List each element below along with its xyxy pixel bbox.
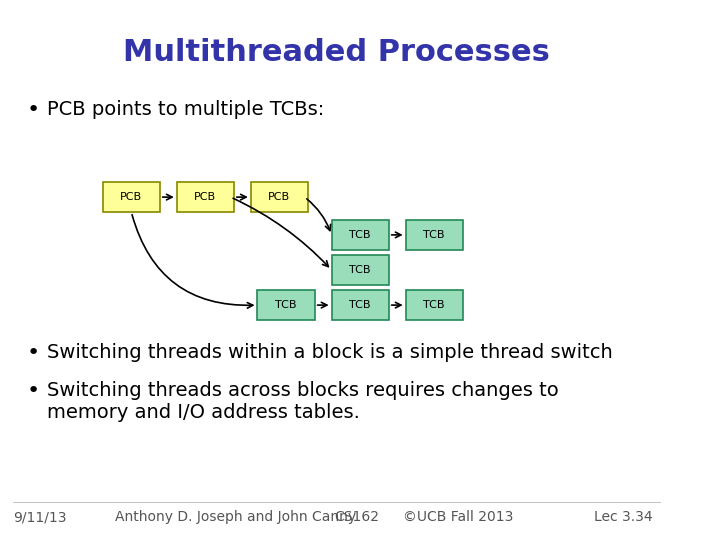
Text: Anthony D. Joseph and John Canny: Anthony D. Joseph and John Canny	[115, 510, 356, 524]
Text: TCB: TCB	[349, 230, 371, 240]
Text: TCB: TCB	[275, 300, 297, 310]
FancyBboxPatch shape	[405, 220, 463, 249]
Text: TCB: TCB	[349, 300, 371, 310]
Text: TCB: TCB	[349, 265, 371, 275]
FancyBboxPatch shape	[331, 255, 389, 285]
Text: 9/11/13: 9/11/13	[14, 510, 67, 524]
FancyBboxPatch shape	[331, 291, 389, 320]
Text: Multithreaded Processes: Multithreaded Processes	[123, 38, 550, 67]
Text: PCB: PCB	[194, 192, 217, 202]
Text: TCB: TCB	[423, 300, 445, 310]
Text: TCB: TCB	[423, 230, 445, 240]
Text: •: •	[27, 343, 40, 363]
Text: PCB: PCB	[120, 192, 143, 202]
Text: ©UCB Fall 2013: ©UCB Fall 2013	[402, 510, 513, 524]
Text: Switching threads within a block is a simple thread switch: Switching threads within a block is a si…	[47, 343, 613, 362]
Text: •: •	[27, 381, 40, 401]
FancyBboxPatch shape	[176, 182, 234, 212]
FancyBboxPatch shape	[258, 291, 315, 320]
FancyBboxPatch shape	[103, 182, 160, 212]
FancyBboxPatch shape	[405, 291, 463, 320]
Text: PCB points to multiple TCBs:: PCB points to multiple TCBs:	[47, 100, 325, 119]
Text: Lec 3.34: Lec 3.34	[595, 510, 653, 524]
Text: •: •	[27, 100, 40, 120]
FancyBboxPatch shape	[331, 220, 389, 249]
Text: Switching threads across blocks requires changes to
memory and I/O address table: Switching threads across blocks requires…	[47, 381, 559, 422]
Text: CS162: CS162	[334, 510, 379, 524]
Text: PCB: PCB	[269, 192, 290, 202]
FancyBboxPatch shape	[251, 182, 308, 212]
